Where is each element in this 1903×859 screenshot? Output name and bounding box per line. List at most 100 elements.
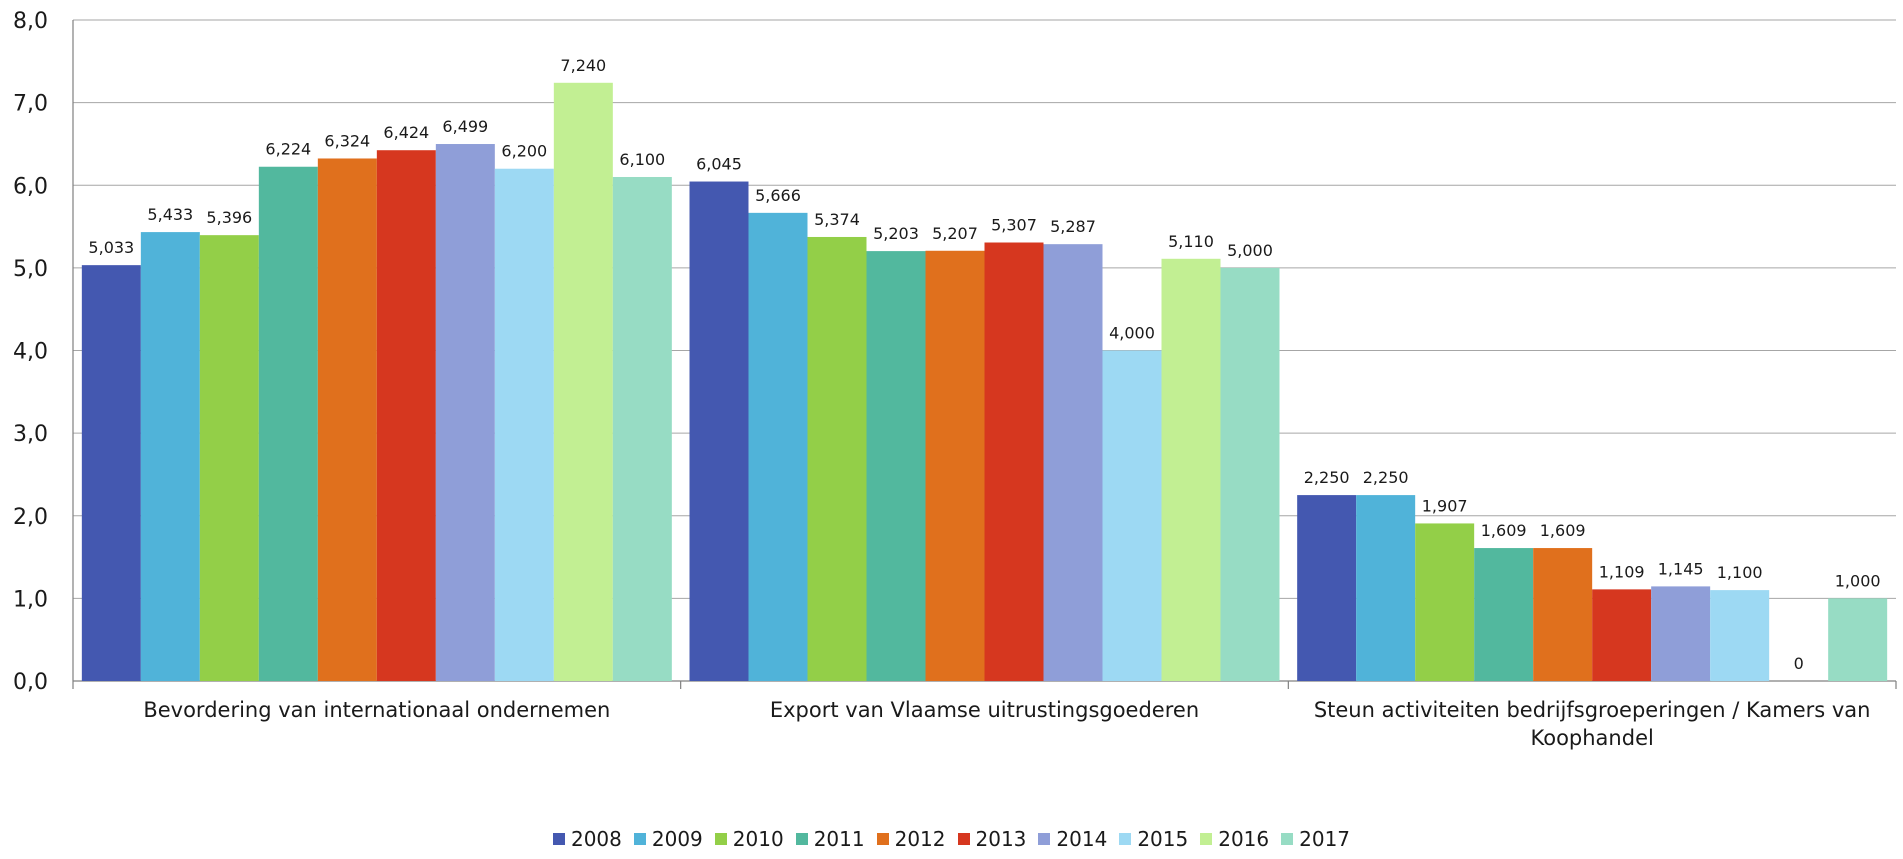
data-label: 4,000 bbox=[1109, 324, 1155, 343]
legend-item: 2011 bbox=[795, 827, 865, 851]
bar bbox=[748, 212, 808, 682]
data-label: 5,033 bbox=[88, 238, 134, 257]
data-label: 2,250 bbox=[1363, 468, 1409, 487]
legend-label: 2010 bbox=[732, 827, 784, 851]
bar bbox=[1710, 590, 1770, 681]
category-label: Steun activiteiten bedrijfsgroeperingen … bbox=[1314, 698, 1871, 722]
data-label: 2,250 bbox=[1304, 468, 1350, 487]
bar bbox=[1474, 548, 1534, 681]
y-tick-label: 5,0 bbox=[13, 257, 48, 282]
data-label: 7,240 bbox=[560, 56, 606, 75]
legend-item: 2014 bbox=[1038, 827, 1107, 851]
y-tick-label: 7,0 bbox=[13, 92, 48, 117]
data-label: 1,109 bbox=[1599, 562, 1645, 581]
category-label: Bevordering van internationaal onderneme… bbox=[143, 698, 610, 722]
category-label: Export van Vlaamse uitrustingsgoederen bbox=[770, 698, 1199, 722]
legend-label: 2012 bbox=[894, 827, 946, 851]
data-label: 5,396 bbox=[206, 208, 252, 227]
legend-swatch bbox=[1200, 833, 1213, 845]
legend-swatch bbox=[957, 833, 970, 845]
data-label: 6,424 bbox=[383, 123, 429, 142]
legend-label: 2009 bbox=[651, 827, 703, 851]
data-label: 1,609 bbox=[1540, 521, 1586, 540]
data-label: 5,374 bbox=[814, 210, 860, 229]
bar bbox=[612, 176, 672, 682]
bar bbox=[984, 242, 1044, 681]
legend-item: 2012 bbox=[876, 827, 946, 851]
bar bbox=[807, 236, 867, 681]
y-tick-label: 8,0 bbox=[13, 9, 48, 34]
legend-swatch bbox=[795, 833, 808, 845]
bar bbox=[435, 144, 495, 681]
bar bbox=[494, 168, 554, 682]
legend-swatch bbox=[876, 833, 889, 845]
legend-swatch bbox=[552, 833, 565, 845]
bar bbox=[1161, 258, 1221, 681]
data-label: 1,000 bbox=[1835, 571, 1881, 590]
data-label: 5,433 bbox=[147, 205, 193, 224]
data-label: 5,203 bbox=[873, 224, 919, 243]
legend-item: 2010 bbox=[714, 827, 784, 851]
legend-swatch bbox=[714, 833, 727, 845]
data-label: 1,609 bbox=[1481, 521, 1527, 540]
data-label: 6,324 bbox=[324, 131, 370, 150]
y-tick-label: 2,0 bbox=[13, 505, 48, 530]
bar bbox=[1651, 586, 1711, 681]
legend-swatch bbox=[1038, 833, 1051, 845]
y-tick-label: 4,0 bbox=[13, 340, 48, 365]
y-tick-label: 0,0 bbox=[13, 670, 48, 695]
legend-swatch bbox=[633, 833, 646, 845]
bar bbox=[1828, 598, 1888, 681]
legend-item: 2016 bbox=[1200, 827, 1269, 851]
legend-swatch bbox=[1119, 833, 1132, 845]
bar-chart: 0,0 1,0 2,0 3,0 4,0 5,0 6,0 7,0 8,0 5,033 5,433 5,3… bbox=[13, 9, 1897, 750]
data-label: 6,200 bbox=[501, 142, 547, 161]
bar bbox=[925, 250, 985, 682]
data-label: 6,499 bbox=[442, 117, 488, 136]
bar bbox=[689, 181, 749, 682]
bar bbox=[553, 82, 613, 682]
data-label: 0 bbox=[1794, 654, 1804, 673]
bar bbox=[317, 158, 377, 682]
bar bbox=[1415, 523, 1475, 681]
legend-label: 2013 bbox=[975, 827, 1027, 851]
bar bbox=[258, 166, 318, 681]
legend-label: 2015 bbox=[1137, 827, 1189, 851]
bar bbox=[140, 232, 200, 681]
bar bbox=[1356, 495, 1416, 681]
legend-item: 2013 bbox=[957, 827, 1027, 851]
bar bbox=[1220, 267, 1280, 681]
bar bbox=[81, 265, 141, 681]
data-label: 6,224 bbox=[265, 140, 311, 159]
bar bbox=[376, 150, 436, 682]
legend: 2008 2009 2010 2011 2012 2013 2014 2015 2016 2017 bbox=[0, 824, 1903, 854]
data-label: 5,207 bbox=[932, 224, 978, 243]
bar bbox=[1043, 244, 1103, 681]
data-label: 6,100 bbox=[619, 150, 665, 169]
data-label: 5,000 bbox=[1227, 241, 1273, 260]
bar bbox=[1533, 548, 1593, 681]
data-label: 5,287 bbox=[1050, 217, 1096, 236]
data-label: 5,110 bbox=[1168, 232, 1214, 251]
legend-item: 2017 bbox=[1281, 827, 1350, 851]
data-label: 1,145 bbox=[1658, 559, 1704, 578]
category-label: Koophandel bbox=[1531, 726, 1654, 750]
legend-item: 2008 bbox=[552, 827, 622, 851]
bar bbox=[866, 251, 926, 682]
data-label: 6,045 bbox=[696, 155, 742, 174]
legend-label: 2014 bbox=[1056, 827, 1108, 851]
data-label: 5,666 bbox=[755, 186, 801, 205]
legend-label: 2008 bbox=[570, 827, 622, 851]
legend-label: 2011 bbox=[813, 827, 865, 851]
legend-label: 2016 bbox=[1218, 827, 1270, 851]
bar bbox=[199, 235, 259, 681]
legend-item: 2015 bbox=[1119, 827, 1188, 851]
bar bbox=[1297, 495, 1357, 681]
y-tick-label: 1,0 bbox=[13, 587, 48, 612]
legend-swatch bbox=[1281, 833, 1294, 845]
data-label: 1,100 bbox=[1717, 563, 1763, 582]
y-tick-label: 6,0 bbox=[13, 174, 48, 199]
bar bbox=[1592, 589, 1652, 681]
y-tick-label: 3,0 bbox=[13, 422, 48, 447]
data-label: 1,907 bbox=[1422, 496, 1468, 515]
